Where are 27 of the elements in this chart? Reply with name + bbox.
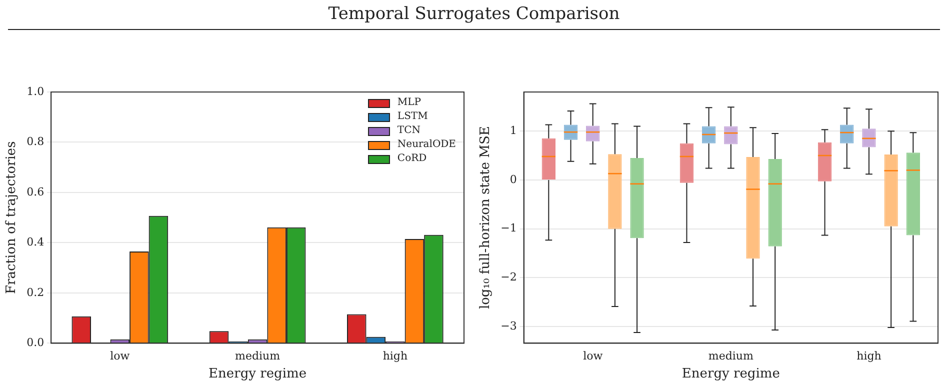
y-tick-label: 0 (510, 172, 517, 186)
y-axis-title: Fraction of trajectories (4, 141, 20, 294)
y-tick-label: 1 (510, 124, 517, 137)
x-tick-label: low (110, 350, 130, 363)
x-axis-title: Energy regime (208, 366, 307, 382)
y-tick-label: 0.6 (26, 185, 44, 198)
y-tick-label: 1.0 (26, 84, 44, 98)
y-tick-label: 0.0 (26, 336, 44, 350)
y-tick-label: 0.8 (26, 135, 44, 148)
y-tick-label: −1 (500, 222, 517, 235)
legend-label: TCN (397, 124, 420, 138)
legend-label: CoRD (397, 152, 427, 166)
x-tick-label: low (583, 350, 604, 363)
y-tick-label: −2 (500, 270, 517, 284)
x-tick-label: high (856, 350, 882, 363)
legend-label: NeuralODE (397, 138, 456, 152)
x-axis-title: Energy regime (682, 366, 780, 382)
y-axis-title: log₁₀ full-horizon state MSE (478, 126, 494, 310)
y-tick-label: 0.2 (26, 286, 44, 299)
x-tick-label: high (382, 350, 408, 363)
x-tick-label: medium (235, 350, 281, 363)
y-tick-label: 0.4 (26, 236, 44, 249)
chart-title: Temporal Surrogates Comparison (8, 0, 940, 30)
legend-label: LSTM (397, 110, 428, 124)
y-tick-label: −3 (500, 319, 517, 332)
x-tick-label: medium (708, 350, 754, 363)
legend-label: MLP (397, 96, 422, 110)
